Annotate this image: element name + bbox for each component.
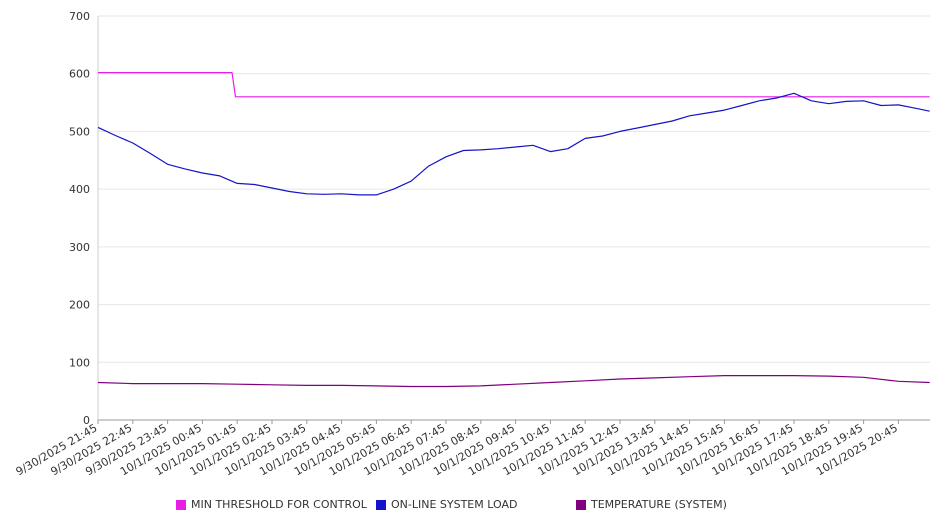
legend: MIN THRESHOLD FOR CONTROL ON-LINE SYSTEM… xyxy=(0,498,946,514)
legend-swatch-min-threshold xyxy=(176,499,186,510)
legend-label-system-load: ON-LINE SYSTEM LOAD xyxy=(391,498,518,511)
y-axis: 0 100 200 300 400 500 600 700 xyxy=(69,10,99,427)
series-lines xyxy=(97,71,930,388)
legend-item-temperature[interactable]: TEMPERATURE (SYSTEM) xyxy=(576,498,727,511)
legend-item-min-threshold[interactable]: MIN THRESHOLD FOR CONTROL xyxy=(176,498,367,511)
y-tick-label: 200 xyxy=(69,299,90,312)
y-tick-label: 500 xyxy=(69,125,90,138)
temperature-line xyxy=(97,375,930,388)
legend-swatch-temperature xyxy=(576,499,586,510)
y-tick-label: 100 xyxy=(69,356,90,369)
y-tick-label: 0 xyxy=(83,414,90,427)
legend-label-min-threshold: MIN THRESHOLD FOR CONTROL xyxy=(191,498,367,511)
grid-lines xyxy=(98,15,930,421)
min-threshold-line xyxy=(98,71,930,98)
x-axis: 9/30/2025 21:459/30/2025 22:459/30/2025 … xyxy=(14,420,900,478)
legend-item-system-load[interactable]: ON-LINE SYSTEM LOAD xyxy=(376,498,517,511)
legend-swatch-system-load xyxy=(376,499,386,510)
legend-label-temperature: TEMPERATURE (SYSTEM) xyxy=(591,498,727,511)
y-tick-label: 700 xyxy=(69,10,90,23)
y-tick-label: 300 xyxy=(69,241,90,254)
y-tick-label: 600 xyxy=(69,68,90,81)
system-load-line xyxy=(97,92,930,196)
y-tick-label: 400 xyxy=(69,183,90,196)
